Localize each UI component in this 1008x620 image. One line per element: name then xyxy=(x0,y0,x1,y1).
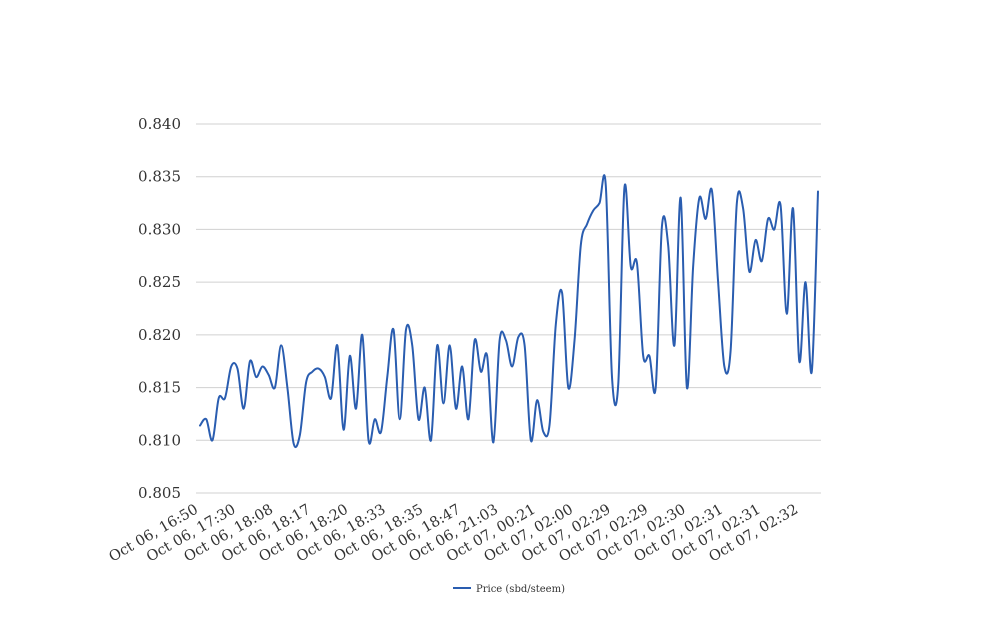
y-tick-label: 0.825 xyxy=(138,273,181,291)
gridlines xyxy=(196,123,821,494)
series-line xyxy=(199,174,819,448)
y-tick-label: 0.830 xyxy=(138,220,181,238)
y-tick-label: 0.835 xyxy=(138,168,181,186)
y-tick-label: 0.840 xyxy=(138,115,181,133)
legend[interactable]: Price (sbd/steem) xyxy=(453,584,565,595)
y-axis-tick-labels: 0.805 0.810 0.815 0.820 0.825 0.830 0.835 0.840 xyxy=(138,115,181,502)
y-tick-label: 0.815 xyxy=(138,379,181,397)
series-lines xyxy=(199,174,819,448)
legend-label[interactable]: Price (sbd/steem) xyxy=(476,584,565,595)
y-tick-label: 0.805 xyxy=(138,484,181,502)
y-tick-label: 0.820 xyxy=(138,326,181,344)
y-tick-label: 0.810 xyxy=(138,431,181,449)
